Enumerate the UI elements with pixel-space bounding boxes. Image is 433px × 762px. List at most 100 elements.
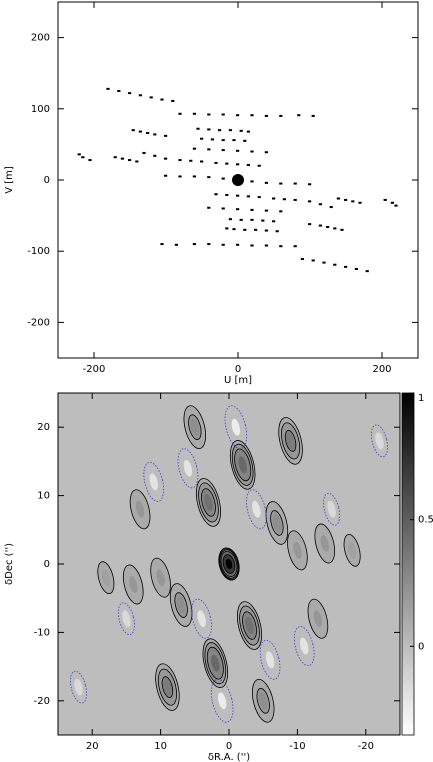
lobe [293, 626, 315, 667]
lobe [143, 461, 165, 502]
uv-point [344, 198, 348, 201]
y-axis-label: δDec ('') [4, 543, 15, 585]
lobe-peak [149, 473, 159, 491]
lobe [70, 670, 88, 704]
lobe [236, 601, 263, 650]
uv-point [207, 148, 211, 151]
uv-point [174, 243, 178, 246]
lobe-peak [299, 637, 309, 655]
uv-point [275, 230, 279, 233]
lobe-peak [176, 596, 186, 614]
uv-point [192, 147, 196, 150]
y-tick-label: -100 [27, 246, 50, 257]
uv-point [365, 270, 369, 273]
uv-panel: -200 0 200 -200 -100 0 100 200 U [m] V [m] [4, 1, 419, 386]
uv-point [207, 113, 211, 116]
uv-point [257, 164, 261, 167]
uv-point [236, 149, 240, 152]
uv-point [243, 139, 247, 142]
uv-point [264, 229, 268, 232]
uv-point [106, 87, 110, 90]
lobe-peak [122, 610, 131, 628]
uv-point [221, 207, 225, 210]
uv-point [326, 225, 330, 228]
lobe [251, 678, 275, 723]
uv-point [390, 201, 394, 204]
uv-point [250, 244, 254, 247]
uv-point [250, 114, 254, 117]
uv-point [128, 92, 132, 95]
uv-point [178, 159, 182, 162]
uv-point [218, 129, 222, 132]
uv-point [207, 176, 211, 179]
uv-point [264, 114, 268, 117]
uv-point [138, 130, 142, 133]
uv-point [243, 228, 247, 231]
uv-point [232, 174, 244, 186]
uv-point [250, 208, 254, 211]
beam-image [58, 393, 400, 735]
uv-point [192, 112, 196, 115]
x-tick-label: -20 [358, 741, 374, 752]
uv-point [236, 194, 240, 197]
uv-point [196, 127, 200, 130]
lobe [307, 598, 329, 639]
uv-point [264, 151, 268, 154]
lobe [343, 533, 361, 567]
uv-point [153, 133, 157, 136]
uv-point [300, 258, 304, 261]
lobe [314, 523, 336, 564]
lobe-peak [313, 610, 323, 628]
lobe-peak [204, 494, 213, 511]
uv-point [228, 129, 232, 132]
uv-point [246, 130, 250, 133]
uv-point [142, 151, 146, 154]
uv-point [189, 159, 193, 162]
uv-point [192, 243, 196, 246]
uv-point [329, 206, 333, 209]
y-tick-label: 0 [44, 559, 50, 570]
uv-point [250, 150, 254, 153]
uv-point [351, 200, 355, 203]
uv-point [128, 159, 132, 162]
uv-point [164, 157, 168, 160]
negative-contour [70, 670, 88, 704]
lobe-peak [211, 654, 220, 672]
uv-point [272, 220, 276, 223]
x-tick-label: 0 [235, 364, 241, 375]
plot-frame [57, 1, 419, 359]
lobe [287, 530, 308, 571]
uv-point [257, 196, 261, 199]
x-tick-label: 0 [226, 741, 232, 752]
uv-point [221, 243, 225, 246]
y-axis-label: V [m] [4, 166, 15, 194]
lobe-peak [375, 432, 384, 450]
lobe [370, 424, 388, 458]
uv-point [279, 182, 283, 185]
y-tick-label: 20 [37, 422, 50, 433]
uv-point [214, 193, 218, 196]
uv-point [207, 128, 211, 131]
y-tick-label: 10 [37, 491, 50, 502]
uv-point [135, 160, 139, 163]
uv-point [236, 163, 240, 166]
negative-contour [191, 598, 212, 639]
uv-point [210, 138, 214, 141]
uv-point [164, 134, 168, 137]
uv-point [261, 219, 265, 222]
lobe-peak [197, 610, 206, 628]
uv-point [77, 153, 81, 156]
uv-point [192, 175, 196, 178]
uv-point [279, 114, 283, 117]
y-tick-label: -10 [34, 627, 50, 638]
negative-contour [246, 489, 267, 530]
lobe-peak [231, 418, 241, 436]
lobe-peak [258, 692, 268, 710]
uv-point [333, 227, 337, 230]
uv-point [279, 210, 283, 213]
uv-point [340, 228, 344, 231]
lobe-peak [272, 514, 282, 532]
uv-point [200, 137, 204, 140]
uv-point [236, 114, 240, 117]
